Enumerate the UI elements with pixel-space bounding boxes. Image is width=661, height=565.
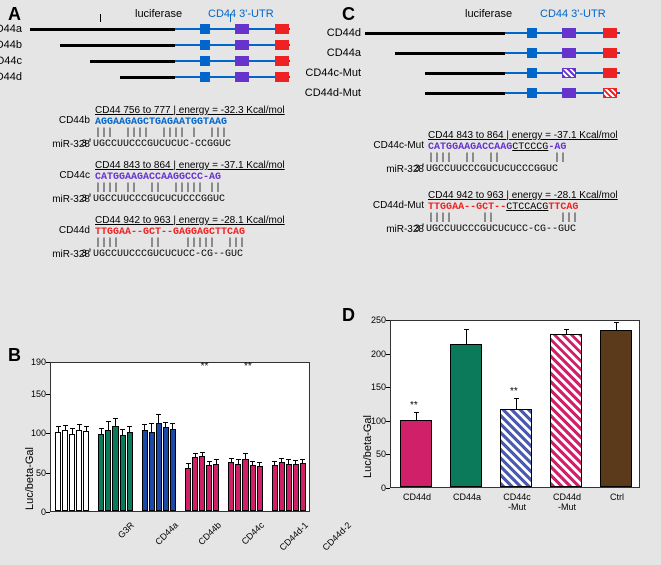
cd44utr-label: CD44 3'-UTR (208, 8, 274, 20)
lucif-label: luciferase (135, 8, 182, 20)
cd44utr-label-c: CD44 3'-UTR (540, 8, 606, 20)
chart-b: **** (50, 362, 310, 512)
panel-c-label: C (342, 4, 355, 25)
chart-d: **** (390, 320, 640, 488)
panel-a-label: A (8, 4, 21, 25)
chartb-ylabel: Luc/beta-Gal (24, 447, 36, 510)
panel-d-label: D (342, 305, 355, 326)
lucif-label-c: luciferase (465, 8, 512, 20)
panel-b-label: B (8, 345, 21, 366)
